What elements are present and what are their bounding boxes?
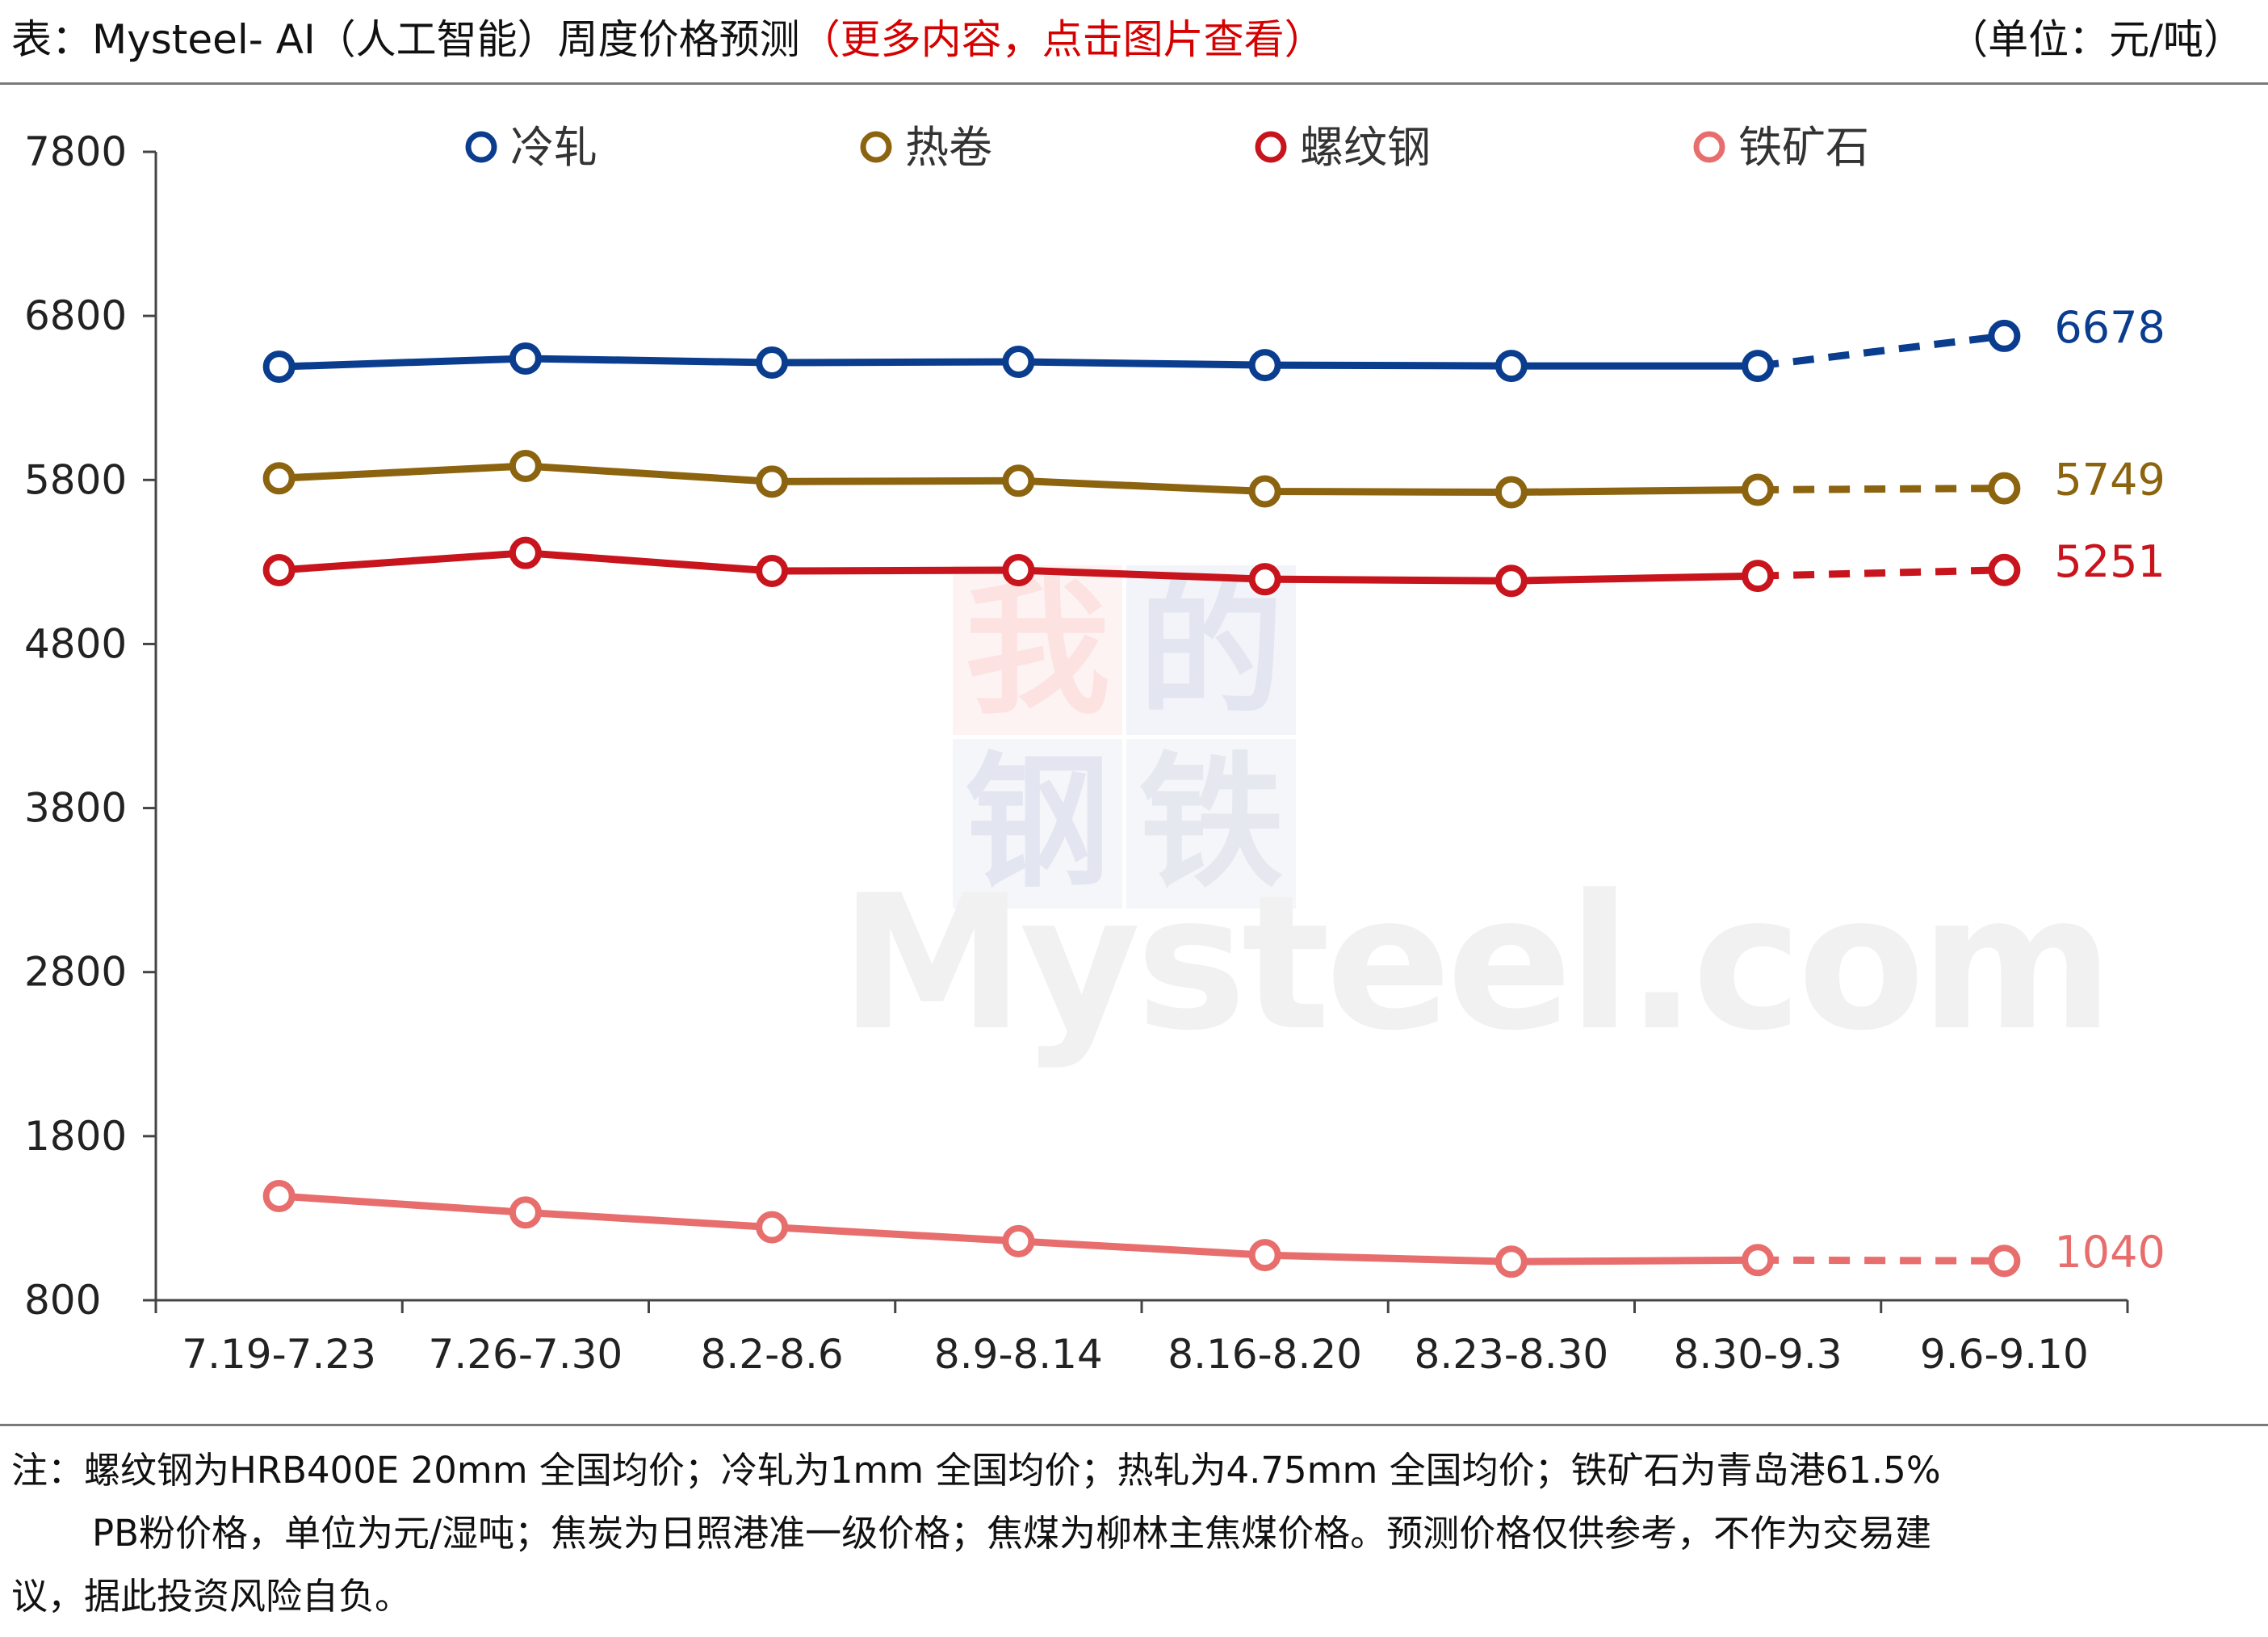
- chart-header: 表：Mysteel- AI（人工智能）周度价格预测（更多内容，点击图片查看） （…: [0, 0, 2268, 81]
- unit-label: （单位：元/吨）: [1947, 16, 2244, 63]
- data-point: [1742, 473, 1775, 506]
- footer-divider: [0, 1424, 2268, 1426]
- data-point: [1248, 1239, 1281, 1272]
- legend-marker: [1255, 131, 1287, 163]
- data-point: [1248, 475, 1281, 508]
- data-point: [756, 1211, 789, 1244]
- data-point: [1988, 1245, 2021, 1278]
- data-point: [1495, 565, 1528, 598]
- y-tick-label: 1800: [24, 1113, 127, 1160]
- data-point: [509, 1196, 542, 1229]
- series-forecast-line: [1758, 1256, 2005, 1265]
- data-point: [1988, 472, 2021, 505]
- series-forecast-line: [1758, 566, 2005, 580]
- data-point: [262, 554, 296, 587]
- data-point: [262, 1180, 296, 1213]
- data-point: [1002, 464, 1035, 497]
- end-value-label: 5749: [2054, 455, 2165, 506]
- legend-label: 冷轧: [510, 122, 597, 173]
- data-point: [1495, 1245, 1528, 1278]
- line-chart: 800 1800 2800 3800 4800 5800 6800 7800 7.19-7.23…: [24, 122, 2165, 1378]
- data-point: [262, 350, 296, 384]
- footnote-line-3: 议，据此投资风险自负。: [11, 1575, 412, 1618]
- data-point: [1002, 346, 1035, 379]
- data-point: [1742, 350, 1775, 383]
- y-tick-label: 2800: [24, 949, 127, 996]
- data-point: [1002, 554, 1035, 587]
- data-point: [1988, 319, 2021, 352]
- data-point: [1002, 1224, 1035, 1257]
- chart-title[interactable]: 表：Mysteel- AI（人工智能）周度价格预测（更多内容，点击图片查看）: [11, 11, 1325, 68]
- footnote-line-2: PB粉价格，单位为元/湿吨；焦炭为日照港准一级价格；焦煤为柳林主焦煤价格。预测价…: [92, 1512, 1932, 1555]
- data-point: [756, 465, 789, 498]
- x-tick-label: 8.30-9.3: [1674, 1331, 1842, 1378]
- data-point: [509, 342, 542, 375]
- data-point: [1742, 560, 1775, 593]
- title-text: 表：Mysteel- AI（人工智能）周度价格预测: [11, 16, 800, 63]
- y-tick-label: 4800: [24, 620, 127, 667]
- end-value-label: 1040: [2054, 1227, 2165, 1278]
- y-tick-label: 7800: [24, 128, 127, 175]
- header-divider: [0, 82, 2268, 85]
- data-point: [509, 450, 542, 483]
- end-value-label: 5251: [2054, 536, 2165, 587]
- data-point: [262, 462, 296, 495]
- x-tick-label: 8.23-8.30: [1415, 1331, 1609, 1378]
- series-forecast-line: [1758, 485, 2005, 493]
- legend-label: 热卷: [905, 122, 992, 173]
- data-point: [1495, 476, 1528, 509]
- data-point: [509, 536, 542, 569]
- legend-marker: [465, 131, 497, 163]
- data-point: [1988, 553, 2021, 586]
- end-value-label: 6678: [2054, 302, 2165, 353]
- data-point: [1248, 349, 1281, 382]
- title-click-note[interactable]: （更多内容，点击图片查看）: [799, 16, 1325, 63]
- x-tick-label: 8.16-8.20: [1168, 1331, 1362, 1378]
- y-tick-label: 800: [24, 1277, 101, 1324]
- footnote: 注：螺纹钢为HRB400E 20mm 全国均价；冷轧为1mm 全国均价；热轧为4…: [11, 1439, 2248, 1628]
- data-point: [1742, 1244, 1775, 1277]
- data-point: [1495, 350, 1528, 383]
- x-tick-label: 8.9-8.14: [934, 1331, 1103, 1378]
- data-point: [756, 555, 789, 588]
- legend-marker: [1693, 131, 1725, 163]
- series-forecast-line: [1757, 332, 2005, 370]
- x-tick-label: 8.2-8.6: [701, 1331, 844, 1378]
- y-tick-label: 5800: [24, 456, 127, 503]
- legend-label: 螺纹钢: [1300, 122, 1431, 173]
- y-tick-label: 6800: [24, 292, 127, 339]
- data-point: [1248, 563, 1281, 596]
- x-tick-label: 9.6-9.10: [1920, 1331, 2089, 1378]
- footnote-line-1: 注：螺纹钢为HRB400E 20mm 全国均价；冷轧为1mm 全国均价；热轧为4…: [11, 1449, 1941, 1492]
- y-tick-label: 3800: [24, 785, 127, 832]
- x-tick-label: 7.26-7.30: [429, 1331, 623, 1378]
- legend-label: 铁矿石: [1738, 122, 1869, 173]
- legend-marker: [860, 131, 892, 163]
- x-tick-label: 7.19-7.23: [182, 1331, 376, 1378]
- data-point: [756, 346, 789, 380]
